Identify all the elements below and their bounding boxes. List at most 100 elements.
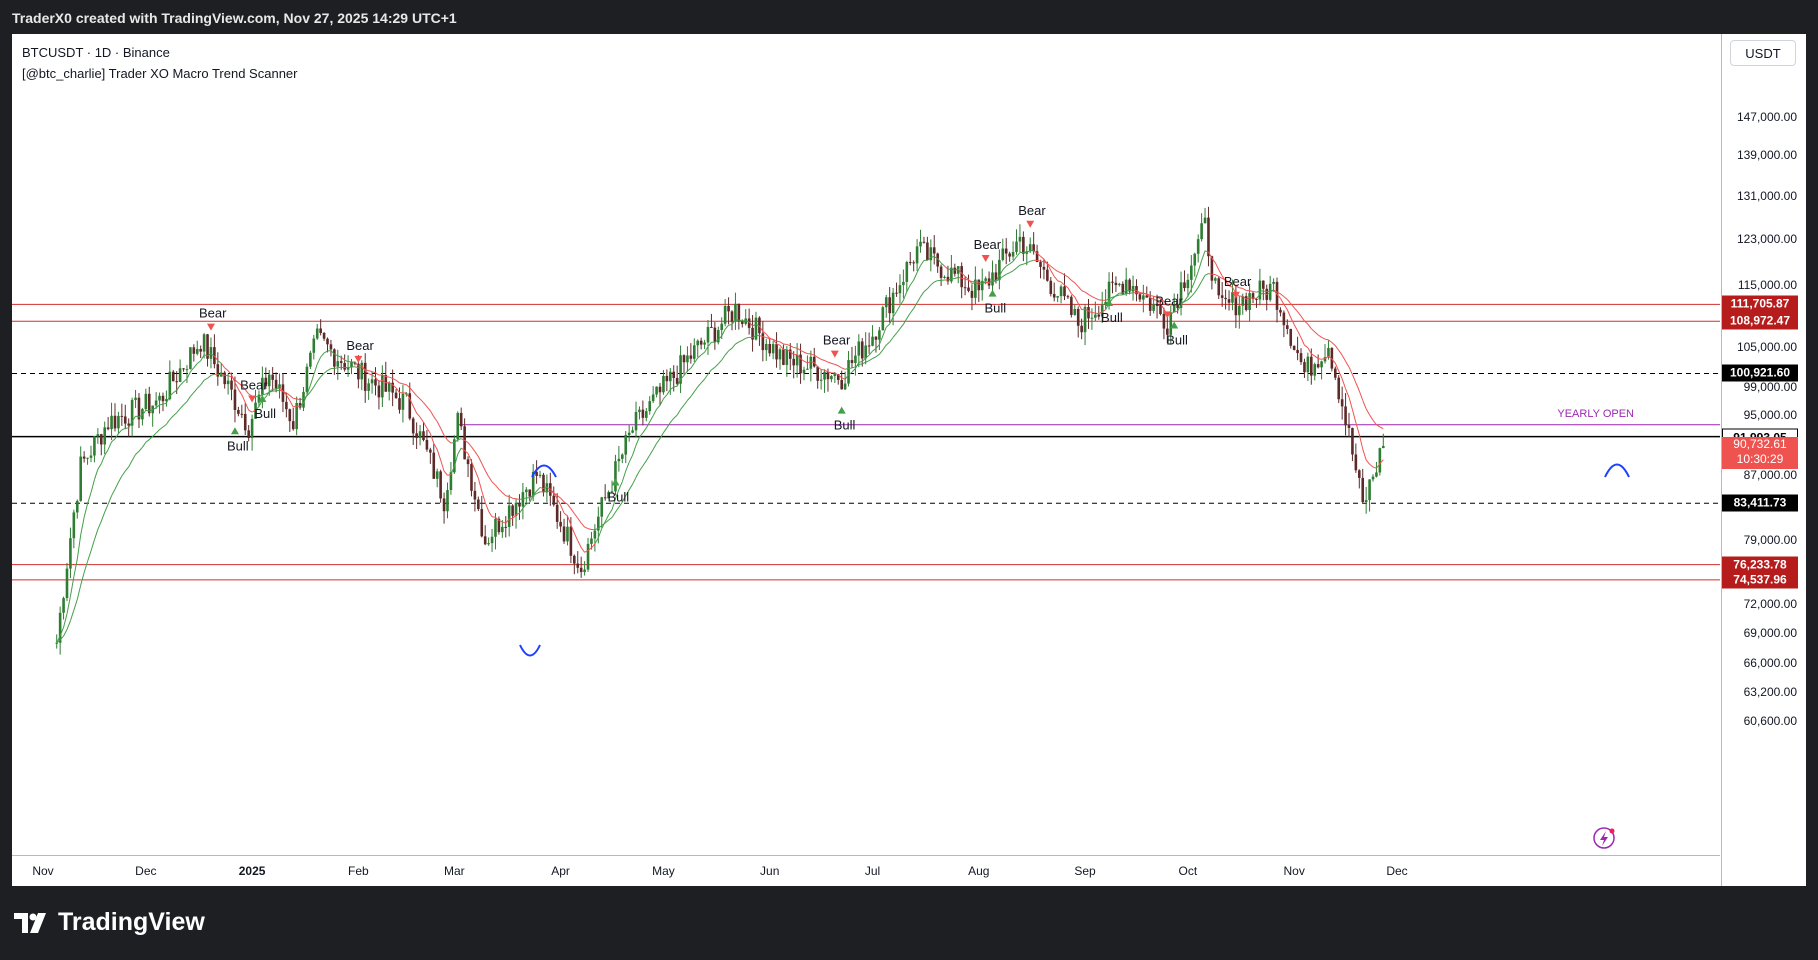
candle-body[interactable]	[1340, 399, 1344, 407]
candle-body[interactable]	[603, 497, 607, 499]
candle-body[interactable]	[682, 355, 686, 363]
candle-body[interactable]	[1190, 265, 1193, 280]
candle-body[interactable]	[1186, 279, 1190, 289]
candle-body[interactable]	[1155, 304, 1159, 306]
candle-body[interactable]	[511, 505, 514, 516]
candle-body[interactable]	[1289, 328, 1293, 346]
candle-body[interactable]	[1364, 500, 1368, 503]
candle-body[interactable]	[1052, 293, 1056, 298]
candle-body[interactable]	[730, 311, 734, 322]
candle-body[interactable]	[58, 612, 62, 643]
candle-body[interactable]	[1073, 308, 1077, 315]
candle-body[interactable]	[1124, 279, 1128, 295]
candle-body[interactable]	[809, 356, 813, 369]
candle-body[interactable]	[1004, 248, 1008, 254]
candle-body[interactable]	[734, 303, 737, 322]
candle-body[interactable]	[531, 471, 535, 497]
candle-body[interactable]	[1104, 301, 1107, 306]
candle-body[interactable]	[199, 348, 202, 352]
candle-body[interactable]	[668, 371, 672, 382]
candle-body[interactable]	[1097, 314, 1101, 317]
candle-body[interactable]	[1118, 283, 1121, 286]
candle-body[interactable]	[713, 327, 717, 343]
candle-body[interactable]	[662, 375, 665, 393]
candle-body[interactable]	[1011, 252, 1015, 257]
candle-body[interactable]	[123, 416, 127, 424]
candle-body[interactable]	[1292, 345, 1296, 350]
candle-body[interactable]	[86, 457, 89, 459]
candle-body[interactable]	[1056, 296, 1059, 298]
candle-body[interactable]	[1080, 325, 1083, 333]
candle-body[interactable]	[1148, 297, 1152, 311]
candle-body[interactable]	[607, 492, 610, 499]
candle-body[interactable]	[1203, 217, 1207, 224]
candle-body[interactable]	[435, 471, 439, 479]
candle-body[interactable]	[1145, 295, 1149, 298]
candle-body[interactable]	[600, 497, 604, 517]
candle-body[interactable]	[555, 504, 559, 522]
candle-body[interactable]	[120, 415, 124, 417]
candle-body[interactable]	[826, 371, 830, 380]
candle-body[interactable]	[1310, 356, 1313, 376]
candle-body[interactable]	[768, 344, 772, 354]
candle-body[interactable]	[1327, 347, 1330, 358]
candle-body[interactable]	[507, 505, 511, 528]
candle-body[interactable]	[1371, 476, 1375, 480]
bull-signal-icon[interactable]	[611, 478, 620, 486]
bear-signal-icon[interactable]	[248, 395, 257, 403]
candle-body[interactable]	[1090, 317, 1094, 319]
candle-body[interactable]	[1316, 364, 1320, 368]
candle-body[interactable]	[55, 642, 59, 644]
candle-body[interactable]	[237, 409, 240, 414]
candle-body[interactable]	[867, 345, 871, 347]
candle-body[interactable]	[243, 413, 247, 431]
candle-body[interactable]	[1333, 368, 1337, 378]
candle-body[interactable]	[905, 262, 909, 282]
bear-signal-icon[interactable]	[1231, 291, 1240, 299]
candle-body[interactable]	[285, 401, 288, 410]
candle-body[interactable]	[1323, 357, 1327, 362]
price-chart[interactable]: YEARLY OPEN Bear Bull Bear Bull Bear Bull Bear B…	[12, 34, 1720, 854]
candle-body[interactable]	[552, 495, 556, 505]
candle-body[interactable]	[295, 402, 298, 430]
candle-body[interactable]	[579, 567, 583, 573]
candle-body[interactable]	[535, 471, 538, 476]
candle-body[interactable]	[381, 375, 384, 398]
candle-body[interactable]	[692, 345, 696, 359]
bull-signal-icon[interactable]	[988, 289, 997, 297]
candle-body[interactable]	[1227, 299, 1231, 303]
candle-body[interactable]	[1066, 296, 1070, 298]
candle-body[interactable]	[888, 297, 891, 314]
price-tag-support-2[interactable]: 74,537.96	[1722, 571, 1798, 589]
high-arc-mark-2[interactable]	[1604, 463, 1630, 478]
candle-body[interactable]	[645, 411, 648, 418]
candle-body[interactable]	[1179, 282, 1183, 308]
candle-body[interactable]	[802, 369, 806, 374]
candle-body[interactable]	[1337, 377, 1341, 400]
candle-body[interactable]	[610, 491, 614, 493]
candle-body[interactable]	[819, 379, 823, 381]
candle-body[interactable]	[830, 376, 833, 380]
candle-body[interactable]	[182, 368, 185, 370]
candle-body[interactable]	[737, 303, 741, 322]
candle-body[interactable]	[394, 392, 398, 399]
candle-body[interactable]	[1131, 285, 1135, 292]
candle-body[interactable]	[501, 526, 504, 533]
candle-body[interactable]	[425, 439, 429, 450]
price-tag-resistance-1[interactable]: 111,705.87	[1722, 295, 1798, 313]
candle-body[interactable]	[788, 349, 792, 359]
candle-body[interactable]	[1354, 454, 1358, 471]
price-tag-83k[interactable]: 83,411.73	[1722, 494, 1798, 512]
candle-body[interactable]	[895, 292, 898, 294]
candle-body[interactable]	[1035, 251, 1039, 263]
candle-body[interactable]	[1183, 282, 1186, 289]
candle-body[interactable]	[936, 253, 939, 267]
candle-body[interactable]	[922, 241, 926, 243]
candle-body[interactable]	[298, 402, 302, 408]
candle-body[interactable]	[449, 472, 453, 491]
candle-body[interactable]	[1251, 293, 1255, 299]
candle-body[interactable]	[764, 344, 768, 351]
candle-body[interactable]	[696, 340, 700, 346]
candle-body[interactable]	[329, 344, 333, 350]
candle-body[interactable]	[1375, 472, 1378, 477]
